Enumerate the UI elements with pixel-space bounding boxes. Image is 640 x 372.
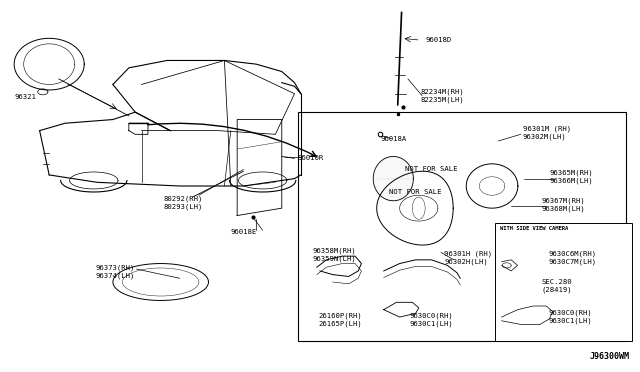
- Text: 96018A: 96018A: [381, 136, 407, 142]
- Text: 9630C0(RH)
9630C1(LH): 9630C0(RH) 9630C1(LH): [409, 312, 453, 327]
- Text: 96373(RH)
96374(LH): 96373(RH) 96374(LH): [96, 264, 135, 279]
- Text: 96301M (RH)
96302M(LH): 96301M (RH) 96302M(LH): [523, 125, 571, 140]
- Text: 96018E: 96018E: [231, 229, 257, 235]
- Text: NOT FOR SALE: NOT FOR SALE: [389, 189, 442, 195]
- Text: 80292(RH)
80293(LH): 80292(RH) 80293(LH): [164, 195, 204, 210]
- Text: J96300WM: J96300WM: [589, 352, 629, 361]
- Text: 96018D: 96018D: [425, 37, 451, 43]
- Text: 96301H (RH)
96302H(LH): 96301H (RH) 96302H(LH): [444, 251, 492, 265]
- Text: 26160P(RH)
26165P(LH): 26160P(RH) 26165P(LH): [318, 312, 362, 327]
- Text: 96358M(RH)
96359N(LH): 96358M(RH) 96359N(LH): [312, 247, 356, 262]
- Bar: [495, 223, 632, 341]
- Text: 96365M(RH)
96366M(LH): 96365M(RH) 96366M(LH): [549, 170, 593, 184]
- Text: 9630C6M(RH)
9630C7M(LH): 9630C6M(RH) 9630C7M(LH): [548, 251, 596, 265]
- Text: NOT FOR SALE: NOT FOR SALE: [404, 166, 457, 172]
- Bar: [298, 112, 626, 341]
- Text: 9630C0(RH)
9630C1(LH): 9630C0(RH) 9630C1(LH): [548, 310, 592, 324]
- Text: 96321: 96321: [14, 94, 36, 100]
- Text: 82234M(RH)
82235M(LH): 82234M(RH) 82235M(LH): [420, 88, 465, 103]
- Text: WITH SIDE VIEW CAMERA: WITH SIDE VIEW CAMERA: [500, 226, 568, 231]
- Text: 96367M(RH)
96368M(LH): 96367M(RH) 96368M(LH): [541, 198, 586, 212]
- Text: 96010R: 96010R: [298, 155, 324, 161]
- Text: SEC.280
(28419): SEC.280 (28419): [541, 279, 572, 294]
